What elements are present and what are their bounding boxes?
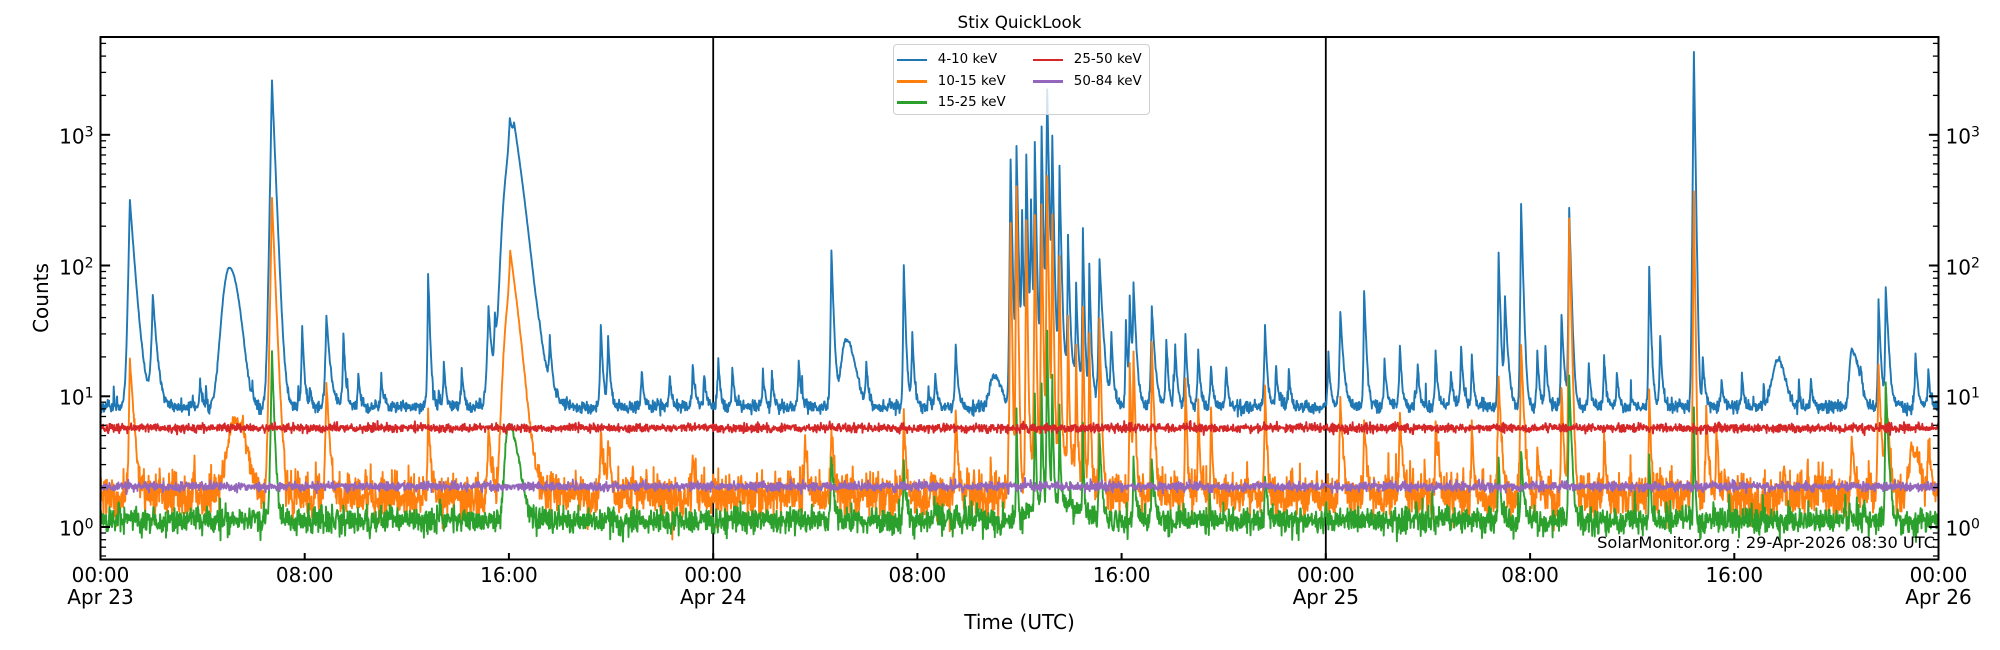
y-tick-mantissa: 10 [59,385,85,410]
x-tick-label: 00:00 [1297,562,1355,587]
y-tick-mantissa: 10 [1945,124,1971,149]
legend-label: 10-15 keV [937,73,1006,89]
watermark-text: SolarMonitor.org : 29-Apr-2026 08:30 UTC [1597,533,1935,552]
y-tick-label-left: 101 [59,385,94,411]
legend-item: 25-50 keV [1033,49,1142,70]
legend-column: 4-10 keV 10-15 keV 15-25 keV [897,49,1006,113]
x-tick-label: 16:00 [480,562,538,587]
y-tick-mantissa: 10 [59,255,85,280]
legend-label: 15-25 keV [937,95,1006,111]
y-tick-mantissa: 10 [1945,255,1971,280]
x-tick-date-label: Apr 25 [1292,585,1360,609]
legend-line-sample [1033,80,1064,83]
legend-line-sample [897,101,928,105]
y-tick-exponent: 1 [84,385,94,402]
chart-title: Stix QuickLook [957,12,1082,33]
x-tick-label: 00:00 [1909,562,1968,587]
series-line-25-50-kev [100,419,1939,437]
legend-line-sample [897,80,928,83]
y-tick-mantissa: 10 [1945,516,1971,541]
plot-border [99,36,1940,561]
y-tick-label-left: 103 [59,124,94,149]
legend-line-sample [1033,58,1064,62]
y-tick-exponent: 0 [1970,516,1980,533]
x-tick-label: 00:00 [684,562,742,587]
legend-label: 50-84 keV [1073,73,1142,89]
legend-item: 50-84 keV [1033,71,1142,92]
x-tick-label: 08:00 [1501,562,1559,587]
y-tick-exponent: 2 [84,255,94,272]
x-tick-date-label: Apr 24 [679,585,747,609]
x-tick-label: 08:00 [275,562,334,587]
y-tick-mantissa: 10 [59,516,85,541]
x-axis-label: Time (UTC) [964,610,1075,634]
y-axis-label: Counts [29,263,53,333]
series-line-15-25-kev [100,329,1939,543]
y-tick-exponent: 2 [1970,255,1980,272]
legend-line-sample [897,58,928,62]
y-tick-label-right: 100 [1945,516,1980,541]
y-tick-mantissa: 10 [1945,385,1971,410]
series-line-50-84-kev [100,476,1939,496]
x-tick-label: 16:00 [1092,562,1151,587]
legend-item: 15-25 keV [897,92,1006,113]
x-tick-date-label: Apr 23 [67,585,134,609]
legend: 4-10 keV 10-15 keV 15-25 keV 25-50 keV 50-84… [892,44,1151,116]
legend-item: 4-10 keV [897,49,1005,70]
y-tick-label-right: 101 [1945,385,1980,411]
legend-label: 25-50 keV [1073,52,1142,68]
x-tick-label: 08:00 [888,562,947,587]
series-group [100,51,1939,543]
y-tick-exponent: 3 [84,124,94,141]
y-tick-exponent: 0 [84,516,94,533]
x-tick-date-label: Apr 26 [1905,585,1972,609]
series-line-4-10-kev [100,51,1939,418]
y-tick-label-right: 102 [1945,255,1980,280]
y-tick-label-left: 100 [59,516,94,541]
legend-label: 4-10 keV [937,52,998,68]
x-tick-label: 16:00 [1705,562,1764,587]
y-tick-exponent: 3 [1970,124,1980,141]
y-tick-mantissa: 10 [59,124,85,149]
legend-column: 25-50 keV 50-84 keV [1033,49,1142,92]
y-tick-label-right: 103 [1945,124,1980,149]
legend-item: 10-15 keV [897,71,1006,92]
y-tick-label-left: 102 [59,255,94,280]
y-tick-exponent: 1 [1970,385,1980,402]
x-tick-label: 00:00 [71,562,130,587]
